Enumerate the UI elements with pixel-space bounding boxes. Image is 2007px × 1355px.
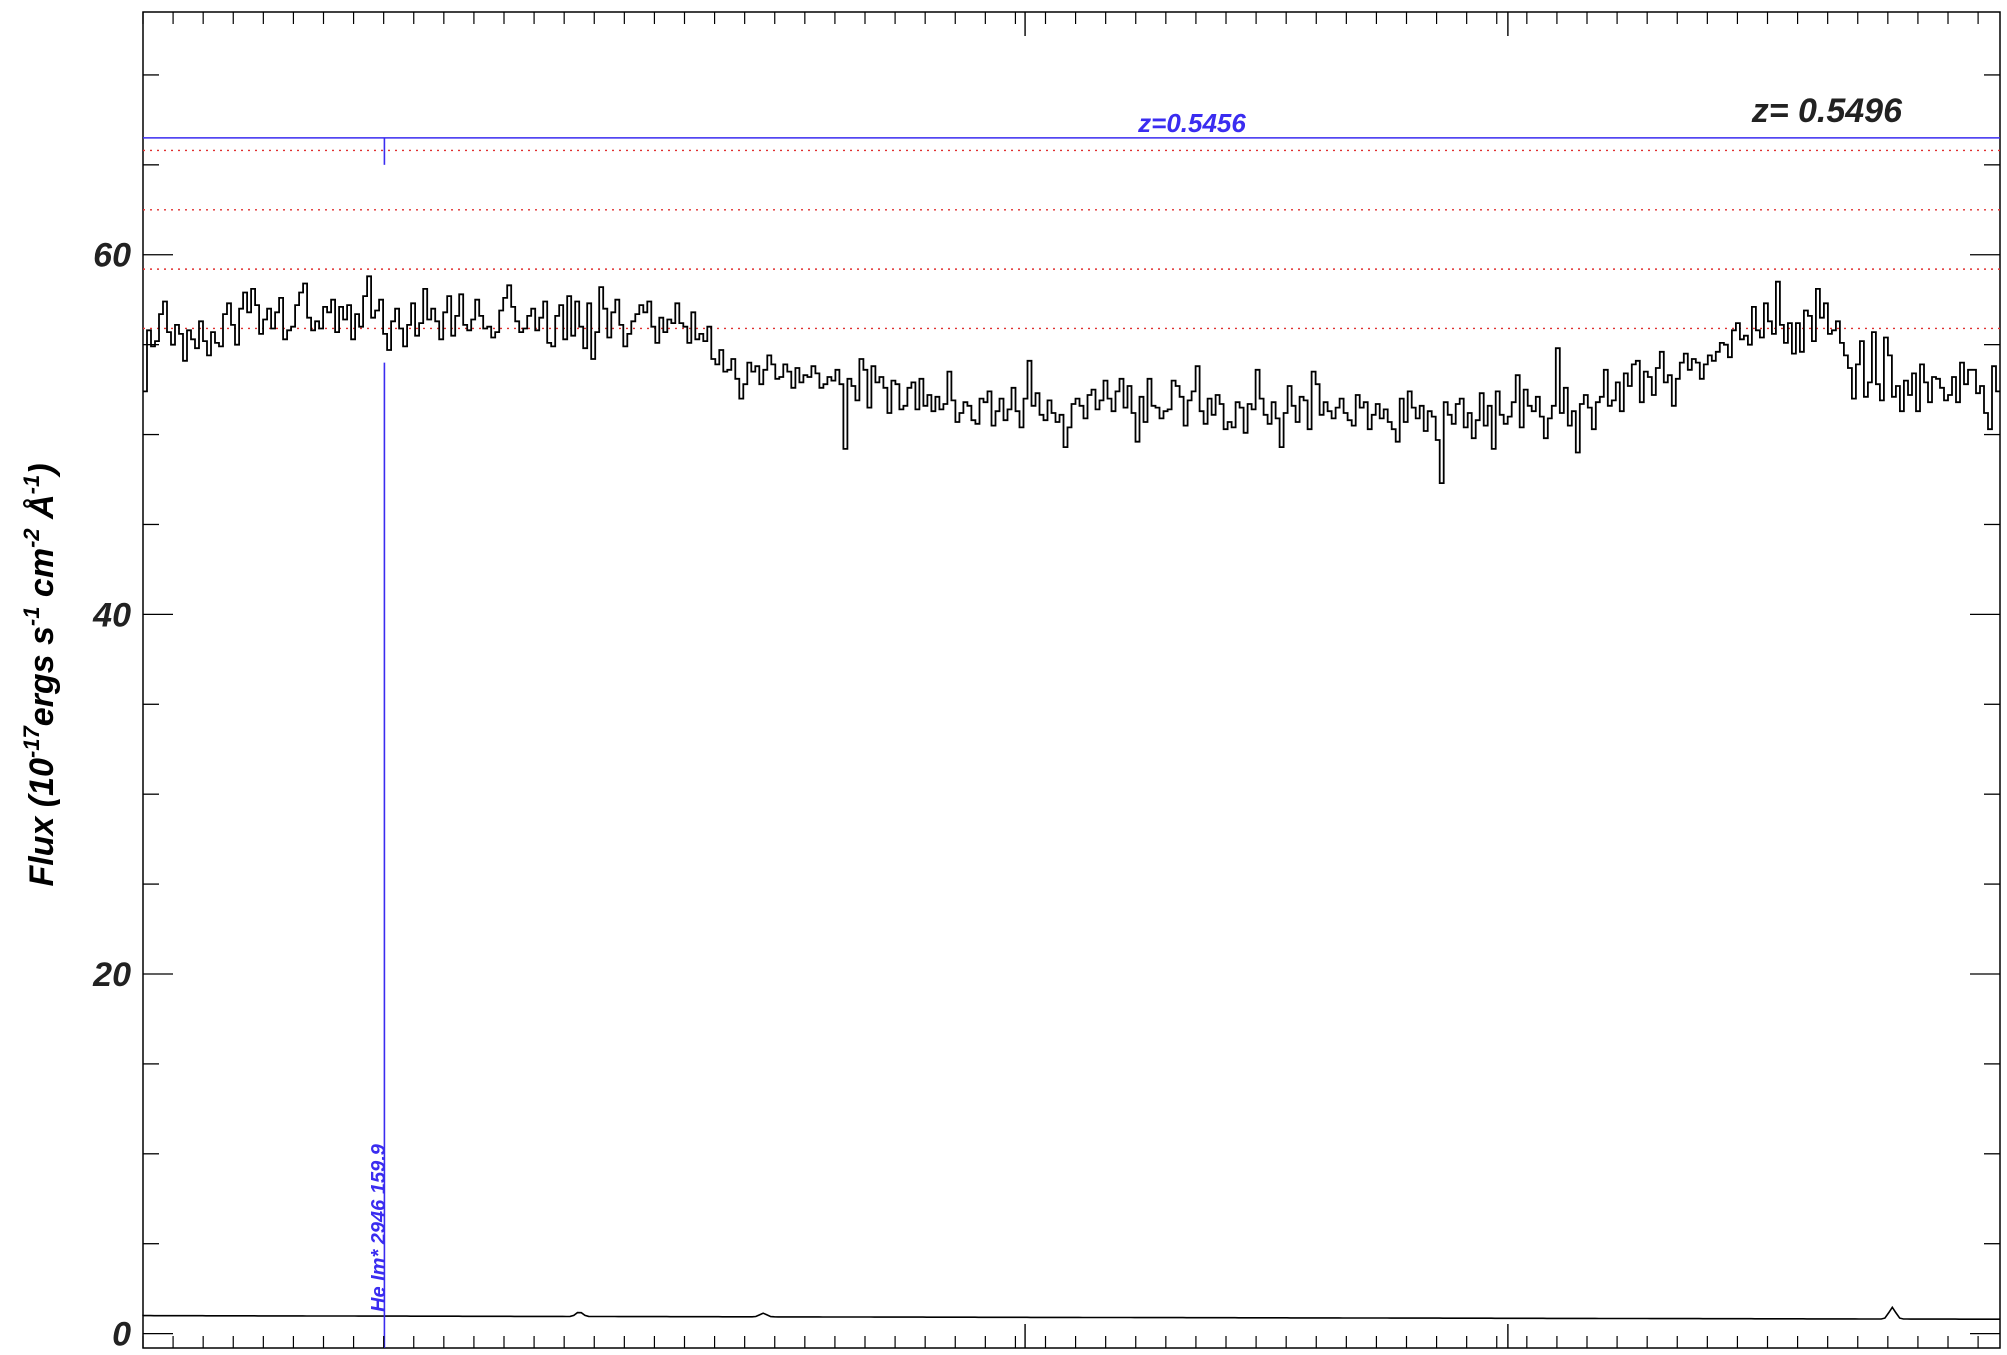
y-tick-label: 0 (112, 1316, 131, 1354)
system-redshift-label: z=0.5456 (1137, 108, 1246, 138)
absorption-line-label: He Im* 2946 159.9 (368, 1143, 390, 1312)
error-series (142, 1305, 2000, 1320)
y-tick-label: 40 (92, 596, 131, 634)
flux-series (143, 275, 2000, 484)
axis-ticks: 0 20 40 60 (92, 12, 2000, 1354)
plot-frame (142, 11, 2001, 1349)
redshift-label: z= 0.5496 (1751, 92, 1903, 130)
y-tick-label: 60 (93, 237, 131, 275)
plot-border (142, 11, 2001, 1349)
y-axis-label: Flux (10-17ergs s-1 cm-2 Å-1) (19, 463, 61, 886)
flux-step-line (143, 275, 2000, 484)
reference-levels (143, 149, 2000, 330)
error-line (142, 1305, 2000, 1320)
absorber-system (143, 137, 2000, 1348)
y-tick-label: 20 (92, 956, 131, 994)
